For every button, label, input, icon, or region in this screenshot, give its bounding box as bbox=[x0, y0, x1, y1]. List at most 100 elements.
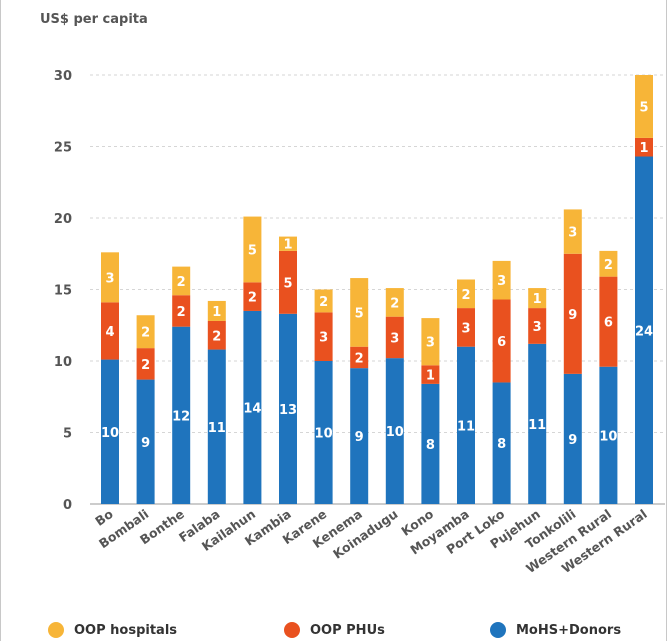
bar-segment-oop-hospitals-4 bbox=[243, 216, 262, 283]
data-label-mohs-donors-8: 10 bbox=[386, 425, 404, 440]
data-label-mohs-donors-7: 9 bbox=[355, 430, 364, 445]
data-label-oop-phus-13: 9 bbox=[568, 308, 577, 323]
data-label-oop-hospitals-1: 2 bbox=[141, 326, 150, 341]
bar-segment-mohs-donors-2 bbox=[172, 326, 191, 504]
data-label-mohs-donors-3: 11 bbox=[208, 421, 226, 436]
bar-segment-mohs-donors-0 bbox=[101, 359, 119, 504]
data-label-oop-phus-9: 1 bbox=[426, 369, 435, 384]
data-label-mohs-donors-14: 10 bbox=[599, 429, 617, 444]
bar-segment-oop-phus-14 bbox=[599, 276, 618, 367]
data-label-oop-hospitals-13: 3 bbox=[568, 226, 577, 241]
data-label-mohs-donors-10: 11 bbox=[457, 419, 475, 434]
data-label-oop-phus-0: 4 bbox=[105, 325, 114, 340]
data-label-oop-phus-11: 6 bbox=[497, 335, 506, 350]
x-category-labels: BoBombaliBontheFalabaKailahunKambiaKaren… bbox=[92, 506, 649, 576]
data-label-mohs-donors-0: 10 bbox=[101, 426, 119, 441]
data-label-oop-phus-7: 2 bbox=[355, 351, 364, 366]
data-label-mohs-donors-6: 10 bbox=[315, 427, 333, 442]
bar-segment-oop-phus-15 bbox=[635, 137, 653, 157]
y-axis-label: US$ per capita bbox=[40, 12, 148, 27]
bar-segment-oop-phus-3 bbox=[207, 320, 226, 350]
y-tick-20: 20 bbox=[54, 212, 72, 227]
bar-segment-oop-phus-6 bbox=[314, 312, 333, 361]
data-label-oop-phus-3: 2 bbox=[212, 329, 221, 344]
bar-segment-mohs-donors-7 bbox=[350, 368, 369, 504]
bar-segment-mohs-donors-4 bbox=[243, 310, 262, 504]
bar-segment-mohs-donors-13 bbox=[563, 373, 582, 504]
bar-segment-mohs-donors-9 bbox=[421, 383, 440, 504]
legend-item-mohs-donors: MoHS+Donors bbox=[490, 622, 621, 638]
data-label-oop-hospitals-14: 2 bbox=[604, 258, 613, 273]
data-label-oop-hospitals-2: 2 bbox=[177, 275, 186, 290]
bar-segment-oop-hospitals-7 bbox=[350, 278, 369, 347]
bar-segment-oop-phus-2 bbox=[172, 295, 191, 327]
bar-segment-oop-phus-7 bbox=[350, 346, 369, 369]
legend: OOP hospitals OOP PHUs MoHS+Donors bbox=[0, 618, 668, 641]
data-label-mohs-donors-9: 8 bbox=[426, 438, 435, 453]
data-label-oop-phus-5: 5 bbox=[283, 276, 292, 291]
bar-segment-oop-phus-13 bbox=[563, 253, 582, 374]
data-label-oop-phus-8: 3 bbox=[390, 331, 399, 346]
data-label-oop-hospitals-10: 2 bbox=[461, 288, 470, 303]
data-label-oop-hospitals-6: 2 bbox=[319, 295, 328, 310]
data-label-oop-hospitals-9: 3 bbox=[426, 336, 435, 351]
data-label-oop-hospitals-8: 2 bbox=[390, 296, 399, 311]
bar-segment-oop-hospitals-15 bbox=[635, 75, 653, 138]
bar-segment-mohs-donors-10 bbox=[457, 346, 475, 504]
data-label-mohs-donors-11: 8 bbox=[497, 437, 506, 452]
y-tick-0: 0 bbox=[63, 498, 72, 513]
bar-segment-oop-hospitals-14 bbox=[599, 250, 618, 277]
bar-segment-oop-phus-10 bbox=[457, 308, 475, 347]
bar-segment-oop-hospitals-0 bbox=[101, 252, 119, 303]
data-label-oop-phus-1: 2 bbox=[141, 358, 150, 373]
data-label-oop-hospitals-11: 3 bbox=[497, 274, 506, 289]
bar-segment-oop-hospitals-3 bbox=[207, 300, 226, 321]
legend-label-mohs-donors: MoHS+Donors bbox=[516, 622, 622, 638]
legend-item-oop-phus: OOP PHUs bbox=[284, 622, 385, 638]
data-label-oop-hospitals-4: 5 bbox=[248, 243, 257, 258]
data-label-oop-hospitals-12: 1 bbox=[533, 292, 542, 307]
data-label-oop-phus-4: 2 bbox=[248, 291, 257, 306]
bar-segment-oop-phus-1 bbox=[136, 348, 155, 380]
bar-segment-oop-hospitals-12 bbox=[528, 288, 547, 309]
bar-segment-mohs-donors-6 bbox=[314, 361, 333, 504]
legend-label-oop-hospitals: OOP hospitals bbox=[74, 622, 178, 638]
y-tick-5: 5 bbox=[63, 427, 72, 442]
bar-segment-mohs-donors-5 bbox=[279, 313, 297, 504]
bar-segment-oop-phus-8 bbox=[385, 316, 404, 359]
data-label-oop-phus-6: 3 bbox=[319, 331, 328, 346]
data-label-oop-hospitals-15: 5 bbox=[639, 100, 648, 115]
y-tick-10: 10 bbox=[54, 355, 72, 370]
bar-segment-oop-hospitals-10 bbox=[457, 279, 475, 309]
bar-segment-mohs-donors-12 bbox=[528, 343, 547, 504]
bar-segment-oop-phus-9 bbox=[421, 365, 440, 384]
bar-segment-mohs-donors-3 bbox=[207, 349, 226, 504]
bar-segment-oop-hospitals-5 bbox=[279, 236, 297, 251]
legend-swatch-oop-phus bbox=[284, 622, 300, 638]
data-label-oop-phus-15: 1 bbox=[639, 141, 648, 156]
legend-swatch-mohs-donors bbox=[490, 622, 506, 638]
data-label-oop-hospitals-3: 1 bbox=[212, 305, 221, 320]
y-tick-15: 15 bbox=[54, 284, 72, 299]
data-label-oop-phus-14: 6 bbox=[604, 316, 613, 331]
x-category-label-0: Bo bbox=[92, 506, 116, 529]
legend-label-oop-phus: OOP PHUs bbox=[310, 622, 385, 638]
bar-segment-oop-hospitals-13 bbox=[563, 209, 582, 254]
data-label-mohs-donors-4: 14 bbox=[243, 401, 261, 416]
data-label-mohs-donors-15: 24 bbox=[635, 324, 653, 339]
bar-segment-oop-phus-0 bbox=[101, 302, 119, 360]
data-label-oop-hospitals-5: 1 bbox=[283, 238, 292, 253]
bar-segment-mohs-donors-8 bbox=[385, 358, 404, 504]
bar-segment-oop-phus-4 bbox=[243, 282, 262, 311]
bar-segment-oop-hospitals-9 bbox=[421, 318, 440, 366]
y-tick-25: 25 bbox=[54, 141, 72, 156]
data-label-oop-hospitals-7: 5 bbox=[355, 306, 364, 321]
data-label-oop-phus-12: 3 bbox=[533, 320, 542, 335]
legend-swatch-oop-hospitals bbox=[48, 622, 64, 638]
data-label-mohs-donors-1: 9 bbox=[141, 436, 150, 451]
bar-segment-mohs-donors-15 bbox=[635, 156, 653, 504]
data-label-mohs-donors-2: 12 bbox=[172, 409, 190, 424]
bar-segment-oop-hospitals-11 bbox=[492, 260, 511, 300]
